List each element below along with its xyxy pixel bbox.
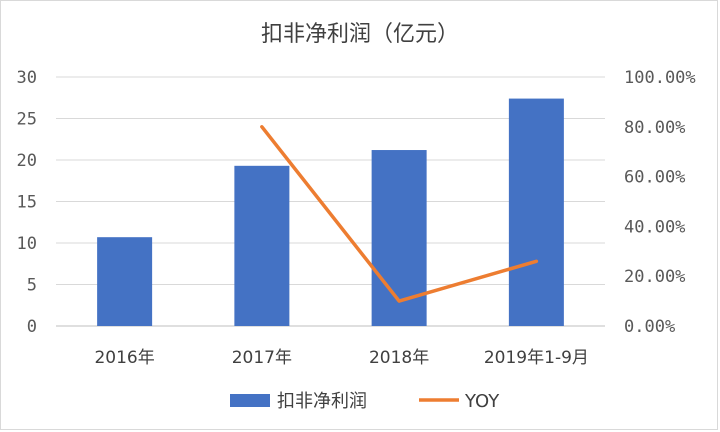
category-label: 2018年 xyxy=(369,348,429,368)
legend-bar-label: 扣非净利润 xyxy=(277,391,367,412)
left-tick-label: 20 xyxy=(17,151,37,171)
right-tick-label: 60.00% xyxy=(624,168,685,188)
category-label: 2017年 xyxy=(232,348,292,368)
legend-line-label: YOY xyxy=(464,391,500,412)
category-labels: 2016年 2017年 2018年 2019年1-9月 xyxy=(94,348,588,368)
bar-series xyxy=(97,98,564,326)
legend: 扣非净利润 YOY xyxy=(230,391,500,412)
right-tick-label: 20.00% xyxy=(624,267,685,287)
right-tick-label: 40.00% xyxy=(624,217,685,237)
right-tick-label: 0.00% xyxy=(624,317,675,337)
bar xyxy=(508,98,564,326)
left-tick-label: 10 xyxy=(17,234,37,254)
left-tick-label: 15 xyxy=(17,193,37,213)
category-label: 2016年 xyxy=(94,348,154,368)
left-tick-label: 25 xyxy=(17,110,37,130)
right-tick-label: 80.00% xyxy=(624,118,685,138)
chart-title: 扣非净利润（亿元） xyxy=(261,22,459,47)
legend-bar-swatch xyxy=(230,394,270,407)
left-tick-label: 5 xyxy=(27,276,37,296)
left-tick-label: 0 xyxy=(27,317,37,337)
left-tick-label: 30 xyxy=(17,68,37,88)
right-axis-ticks: 0.00% 20.00% 40.00% 60.00% 80.00% 100.00% xyxy=(624,68,696,337)
right-tick-label: 100.00% xyxy=(624,68,696,88)
category-label: 2019年1-9月 xyxy=(484,348,589,368)
left-axis-ticks: 0 5 10 15 20 25 30 xyxy=(17,68,37,337)
bar xyxy=(234,165,290,326)
line-series xyxy=(260,125,539,303)
bar xyxy=(97,237,153,326)
